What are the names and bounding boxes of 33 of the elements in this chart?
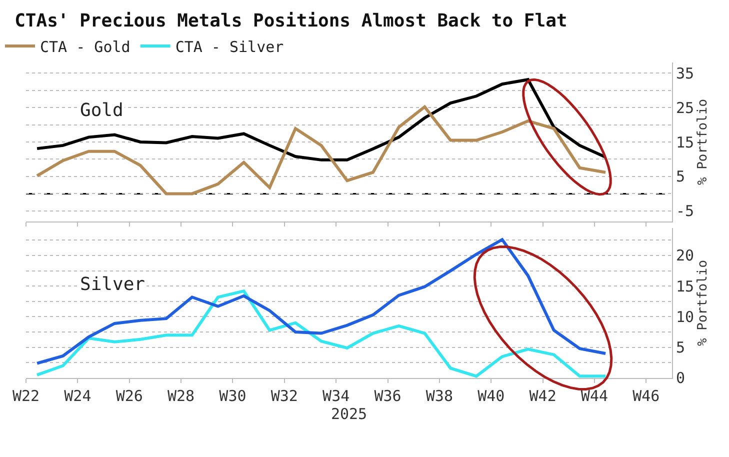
y-tick-label: 15	[676, 277, 694, 296]
x-tick-label: W26	[116, 387, 143, 405]
y-tick-label: 35	[676, 64, 694, 82]
x-tick-label: W40	[478, 387, 505, 405]
x-tick-label: W46	[632, 387, 660, 405]
x-tick-label: W42	[529, 387, 556, 405]
y-tick-label: 20	[676, 246, 694, 265]
y-tick-label: 0	[676, 369, 686, 388]
y-tick-label: 25	[676, 98, 694, 117]
x-tick-label: W22	[12, 387, 40, 405]
annotation: Gold	[80, 100, 124, 121]
legend-label: CTA - Gold	[40, 38, 130, 56]
y-tick-label: 10	[676, 308, 694, 326]
x-tick-label: W34	[322, 387, 350, 405]
x-tick-label: W36	[374, 387, 402, 405]
y-tick-label: 5	[676, 338, 686, 357]
x-tick-label: W24	[64, 387, 92, 405]
line-series	[36, 290, 608, 378]
y-axis-title: % Portfolio	[696, 260, 711, 346]
x-tick-label: W30	[219, 387, 246, 405]
legend-label: CTA - Silver	[175, 38, 284, 56]
x-axis-title: 2025	[330, 405, 368, 423]
y-tick-label: 5	[676, 168, 686, 186]
y-tick-label: 15	[676, 133, 694, 152]
x-tick-label: W38	[426, 387, 453, 405]
x-tick-label: W28	[167, 387, 195, 405]
line-series	[36, 238, 608, 365]
y-tick-label: -5	[676, 202, 694, 220]
y-axis-title: % Portfolio	[696, 98, 711, 186]
x-tick-label: W32	[270, 387, 298, 405]
chart-title: CTAs' Precious Metals Positions Almost Back to Flat	[14, 10, 568, 32]
x-tick-label: W44	[580, 387, 608, 405]
annotation: Silver	[80, 274, 146, 295]
